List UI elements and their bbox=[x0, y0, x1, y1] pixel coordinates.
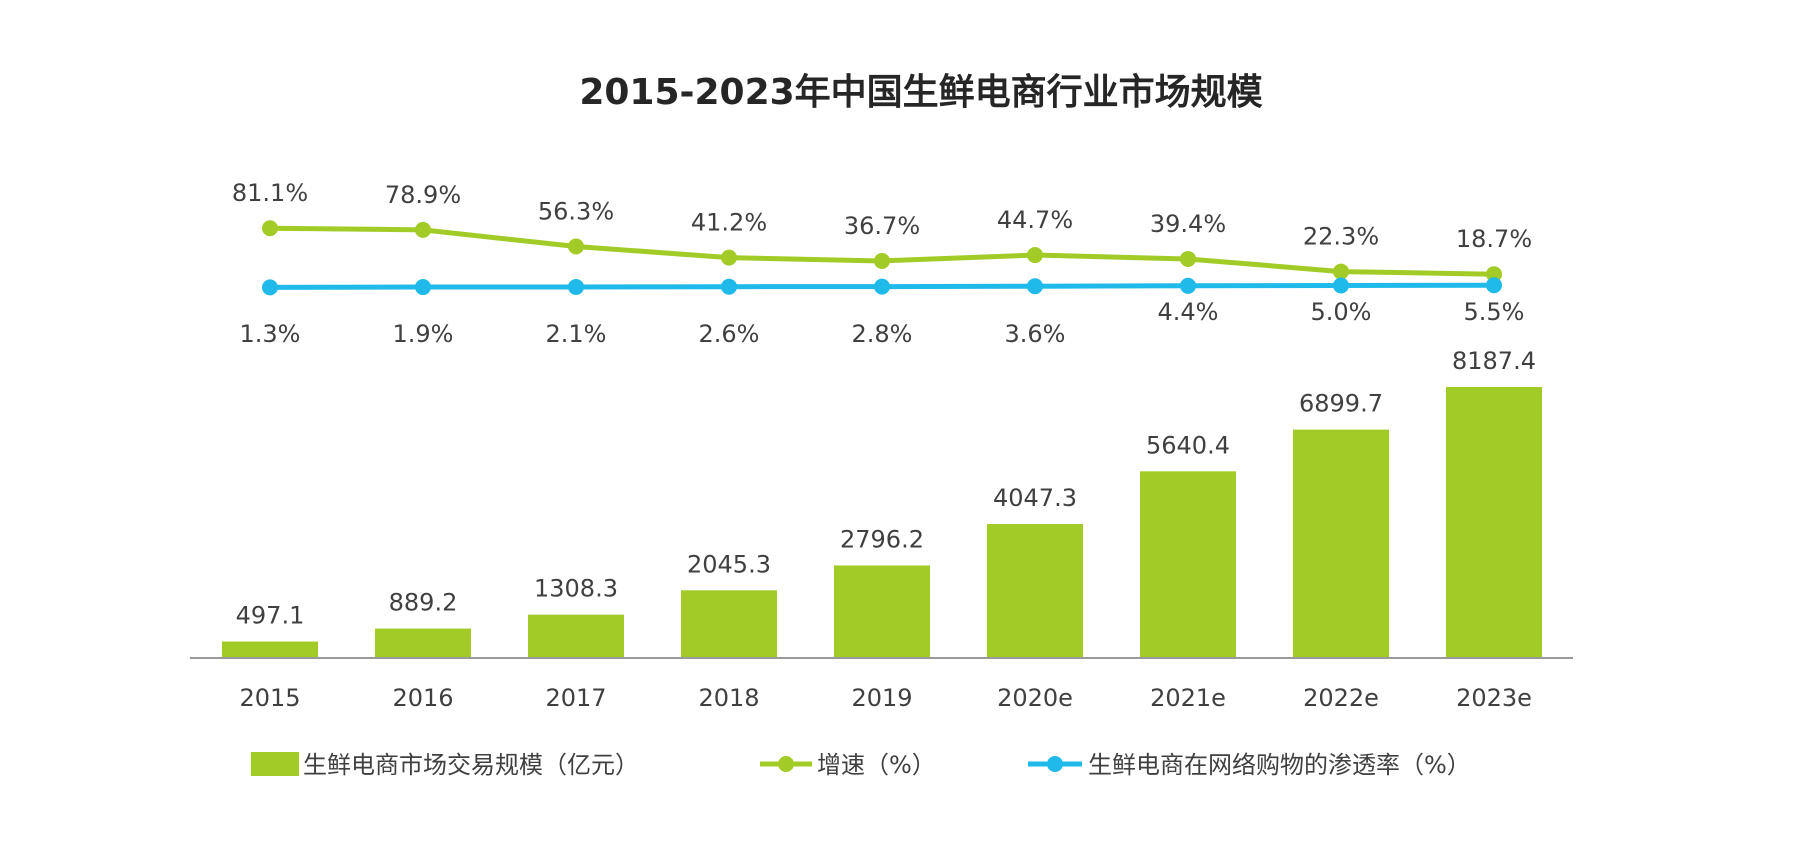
growth-point-2017 bbox=[568, 238, 584, 255]
bar-2015 bbox=[222, 641, 318, 658]
bar-label-2015: 497.1 bbox=[236, 602, 305, 630]
penetration-point-2016 bbox=[415, 279, 431, 296]
penetration-label-2017: 2.1% bbox=[546, 320, 607, 348]
bar-2019 bbox=[834, 565, 930, 658]
legend-label-bar: 生鲜电商市场交易规模（亿元） bbox=[303, 751, 639, 779]
penetration-label-2019: 2.8% bbox=[852, 320, 913, 348]
growth-label-2019: 36.7% bbox=[844, 212, 920, 240]
x-tick-2016: 2016 bbox=[392, 684, 453, 712]
bar-label-2020e: 4047.3 bbox=[993, 484, 1077, 512]
bar-2023e bbox=[1446, 387, 1542, 658]
x-tick-2022e: 2022e bbox=[1303, 684, 1379, 712]
growth-point-2015 bbox=[262, 220, 278, 237]
legend: 生鲜电商市场交易规模（亿元） 增速（%） 生鲜电商在网络购物的渗透率（%） bbox=[251, 751, 1471, 779]
penetration-point-2020e bbox=[1027, 278, 1043, 295]
penetration-point-2023e bbox=[1486, 277, 1502, 294]
penetration-label-2018: 2.6% bbox=[699, 320, 760, 348]
growth-point-2020e bbox=[1027, 247, 1043, 264]
growth-label-2022e: 22.3% bbox=[1303, 223, 1379, 251]
penetration-label-2022e: 5.0% bbox=[1311, 298, 1372, 326]
growth-label-2023e: 18.7% bbox=[1456, 225, 1532, 253]
bar-2021e bbox=[1140, 471, 1236, 658]
bar-label-2018: 2045.3 bbox=[687, 550, 771, 578]
chart-title: 2015-2023年中国生鲜电商行业市场规模 bbox=[579, 72, 1262, 113]
growth-point-2018 bbox=[721, 249, 737, 266]
x-tick-2021e: 2021e bbox=[1150, 684, 1226, 712]
growth-point-2023e bbox=[1486, 266, 1502, 283]
growth-point-2019 bbox=[874, 252, 890, 269]
bar-label-2022e: 6899.7 bbox=[1299, 390, 1383, 418]
penetration-point-2018 bbox=[721, 278, 737, 295]
penetration-label-2016: 1.9% bbox=[393, 320, 454, 348]
bar-label-2019: 2796.2 bbox=[840, 525, 924, 553]
penetration-point-2017 bbox=[568, 278, 584, 295]
growth-label-2020e: 44.7% bbox=[997, 206, 1073, 234]
bar-label-2023e: 8187.4 bbox=[1452, 347, 1536, 375]
penetration-point-2022e bbox=[1333, 277, 1349, 294]
penetration-label-2020e: 3.6% bbox=[1005, 320, 1066, 348]
growth-label-2017: 56.3% bbox=[538, 198, 614, 226]
legend-swatch-bar bbox=[251, 752, 299, 776]
x-tick-2020e: 2020e bbox=[997, 684, 1073, 712]
bar-label-2017: 1308.3 bbox=[534, 575, 618, 603]
legend-label-growth: 增速（%） bbox=[817, 751, 936, 779]
penetration-point-2015 bbox=[262, 279, 278, 296]
legend-marker-penetration bbox=[1047, 756, 1063, 772]
bar-label-2021e: 5640.4 bbox=[1146, 431, 1230, 459]
penetration-point-2021e bbox=[1180, 277, 1196, 294]
growth-label-2021e: 39.4% bbox=[1150, 210, 1226, 238]
bar-2022e bbox=[1293, 429, 1389, 658]
bar-2018 bbox=[681, 590, 777, 658]
growth-label-2015: 81.1% bbox=[232, 179, 308, 207]
penetration-label-2015: 1.3% bbox=[240, 320, 301, 348]
penetration-point-2019 bbox=[874, 278, 890, 295]
x-tick-2023e: 2023e bbox=[1456, 684, 1532, 712]
growth-label-2018: 41.2% bbox=[691, 209, 767, 237]
x-tick-2015: 2015 bbox=[239, 684, 300, 712]
bar-2017 bbox=[528, 614, 624, 658]
growth-point-2021e bbox=[1180, 250, 1196, 267]
penetration-label-2023e: 5.5% bbox=[1464, 298, 1525, 326]
bar-2020e bbox=[987, 524, 1083, 658]
growth-label-2016: 78.9% bbox=[385, 181, 461, 209]
x-tick-2019: 2019 bbox=[851, 684, 912, 712]
legend-marker-growth bbox=[778, 756, 794, 772]
x-tick-2018: 2018 bbox=[698, 684, 759, 712]
growth-point-2016 bbox=[415, 221, 431, 238]
growth-point-2022e bbox=[1333, 263, 1349, 280]
bar-label-2016: 889.2 bbox=[389, 589, 458, 617]
legend-label-penetration: 生鲜电商在网络购物的渗透率（%） bbox=[1088, 751, 1471, 779]
x-tick-2017: 2017 bbox=[545, 684, 606, 712]
penetration-label-2021e: 4.4% bbox=[1158, 298, 1219, 326]
bar-2016 bbox=[375, 628, 471, 658]
